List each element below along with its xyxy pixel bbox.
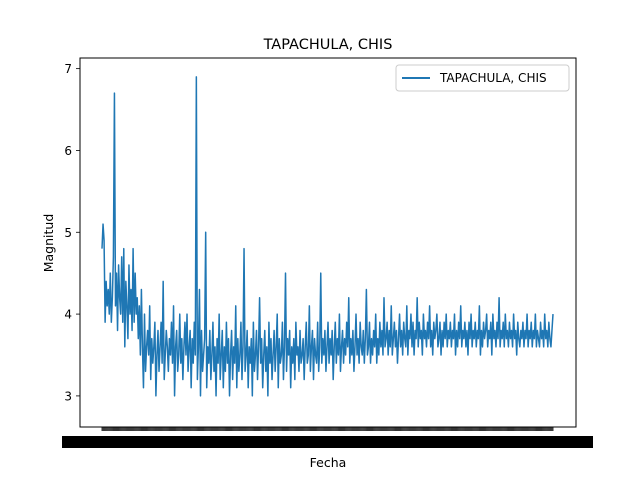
legend: TAPACHULA, CHIS xyxy=(395,64,570,92)
legend-frame xyxy=(395,64,570,92)
x-axis-label: Fecha xyxy=(310,455,347,470)
y-tick-label: 5 xyxy=(64,226,72,240)
chart-title: TAPACHULA, CHIS xyxy=(263,37,393,53)
series-layer xyxy=(101,76,554,397)
x-axis xyxy=(62,427,593,448)
y-tick-label: 7 xyxy=(64,62,72,76)
y-tick-label: 3 xyxy=(64,389,72,403)
y-tick-label: 6 xyxy=(64,144,72,158)
series-line xyxy=(101,76,554,397)
x-tick-labels-overlap xyxy=(62,436,593,448)
y-axis: 3 4 5 6 7 xyxy=(64,62,80,403)
legend-series-label: TAPACHULA, CHIS xyxy=(439,71,547,85)
y-axis-label: Magnitud xyxy=(41,214,56,273)
y-tick-label: 4 xyxy=(64,308,72,322)
